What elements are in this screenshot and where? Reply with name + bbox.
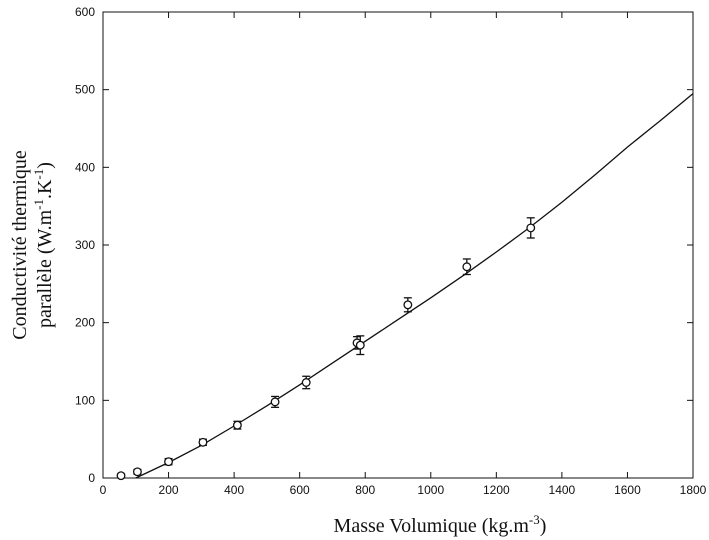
x-tick-label: 1200 <box>483 483 510 497</box>
x-axis-title-main: Masse Volumique (kg.m <box>334 515 530 537</box>
y-axis-title-line2-mid: .K <box>34 179 56 199</box>
y-tick-label: 500 <box>75 83 95 97</box>
data-point <box>526 223 536 233</box>
x-tick-label: 1600 <box>614 483 641 497</box>
y-axis-title-line2-main: parallèle (W.m <box>34 209 56 328</box>
data-points-layer <box>116 217 536 481</box>
x-tick-label: 800 <box>355 483 375 497</box>
x-tick-label: 200 <box>159 483 179 497</box>
fit-curve-layer <box>135 93 694 479</box>
data-point <box>116 471 126 481</box>
axis-ticks: 0 200 400 600 800 1000 1200 1400 1600 1800 0 100 200… <box>75 5 707 497</box>
y-tick-label: 200 <box>75 316 95 330</box>
x-tick-label: 1400 <box>549 483 576 497</box>
x-tick-label: 1000 <box>417 483 444 497</box>
x-tick-label: 0 <box>100 483 107 497</box>
data-point <box>232 420 242 430</box>
y-axis-title-line2: parallèle (W.m-1.K-1) <box>31 162 56 328</box>
y-tick-label: 0 <box>88 471 95 485</box>
x-axis-title-sup: -3 <box>529 512 540 527</box>
y-axis-title-line1: Conductivité thermique <box>9 150 31 340</box>
data-point <box>355 340 365 350</box>
plot-frame <box>102 11 694 479</box>
data-point <box>403 300 413 310</box>
data-point <box>301 378 311 387</box>
y-tick-label: 600 <box>75 5 95 19</box>
x-tick-label: 600 <box>290 483 310 497</box>
y-tick-label: 400 <box>75 160 95 174</box>
fit-curve <box>135 93 694 479</box>
data-point <box>164 457 174 467</box>
y-tick-label: 300 <box>75 238 95 252</box>
x-tick-label: 1800 <box>680 483 707 497</box>
y-tick-label: 100 <box>75 393 95 407</box>
data-point <box>270 397 280 407</box>
x-tick-label: 400 <box>224 483 244 497</box>
y-axis-title-line2-sup1: -1 <box>31 199 46 210</box>
y-axis-title-line2-end: ) <box>34 162 56 169</box>
x-axis-title-end: ) <box>540 515 547 537</box>
data-point <box>132 467 142 477</box>
data-point <box>198 437 208 447</box>
data-point <box>462 262 472 272</box>
y-axis-title-line2-sup2: -1 <box>31 169 46 180</box>
x-axis-title: Masse Volumique (kg.m-3) <box>334 512 547 537</box>
